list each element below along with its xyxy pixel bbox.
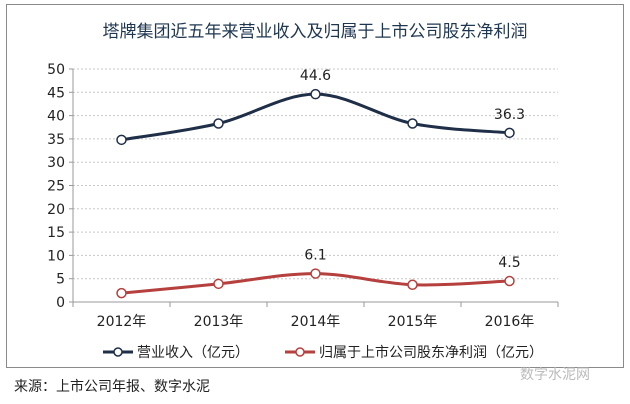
data-label: 44.6: [300, 68, 331, 84]
data-point: [310, 268, 321, 279]
chart-frame: [6, 4, 624, 368]
x-tick-label: 2015年: [388, 314, 438, 330]
series-line-0: [121, 92, 510, 142]
x-tick-label: 2016年: [485, 314, 535, 330]
y-tick-label: 5: [56, 272, 65, 288]
y-tick-label: 45: [47, 85, 65, 101]
data-point: [310, 88, 321, 100]
x-tick-label: 2012年: [97, 314, 147, 330]
y-tick-label: 30: [47, 155, 65, 171]
y-tick-label: 50: [47, 62, 65, 78]
data-point: [407, 118, 418, 129]
data-point: [407, 279, 418, 291]
watermark: 数字水泥网: [520, 367, 590, 383]
legend-marker-1: [295, 347, 305, 357]
y-tick-label: 40: [47, 109, 65, 125]
y-tick-label: 20: [47, 202, 65, 218]
legend-label-1: 归属于上市公司股东净利润（亿元）: [319, 344, 543, 361]
source-note: 来源：上市公司年报、数字水泥: [14, 379, 210, 395]
data-point: [504, 127, 515, 139]
data-label: 4.5: [498, 255, 520, 271]
data-label: 36.3: [494, 107, 525, 123]
data-point: [213, 118, 224, 129]
data-point: [116, 134, 127, 146]
legend-marker-0: [113, 347, 123, 357]
data-label: 6.1: [304, 248, 326, 264]
x-tick-label: 2013年: [194, 314, 244, 330]
data-point: [116, 287, 127, 299]
legend-label-0: 营业收入（亿元）: [137, 345, 249, 361]
chart-title: 塔牌集团近五年来营业收入及归属于上市公司股东净利润: [103, 22, 528, 42]
data-point: [213, 278, 224, 290]
x-tick-label: 2014年: [291, 314, 341, 330]
data-point: [504, 275, 515, 287]
y-tick-label: 35: [47, 132, 65, 148]
y-tick-label: 15: [47, 225, 65, 241]
y-tick-label: 10: [47, 248, 65, 264]
y-tick-label: 0: [56, 295, 65, 311]
y-tick-label: 25: [47, 179, 65, 195]
